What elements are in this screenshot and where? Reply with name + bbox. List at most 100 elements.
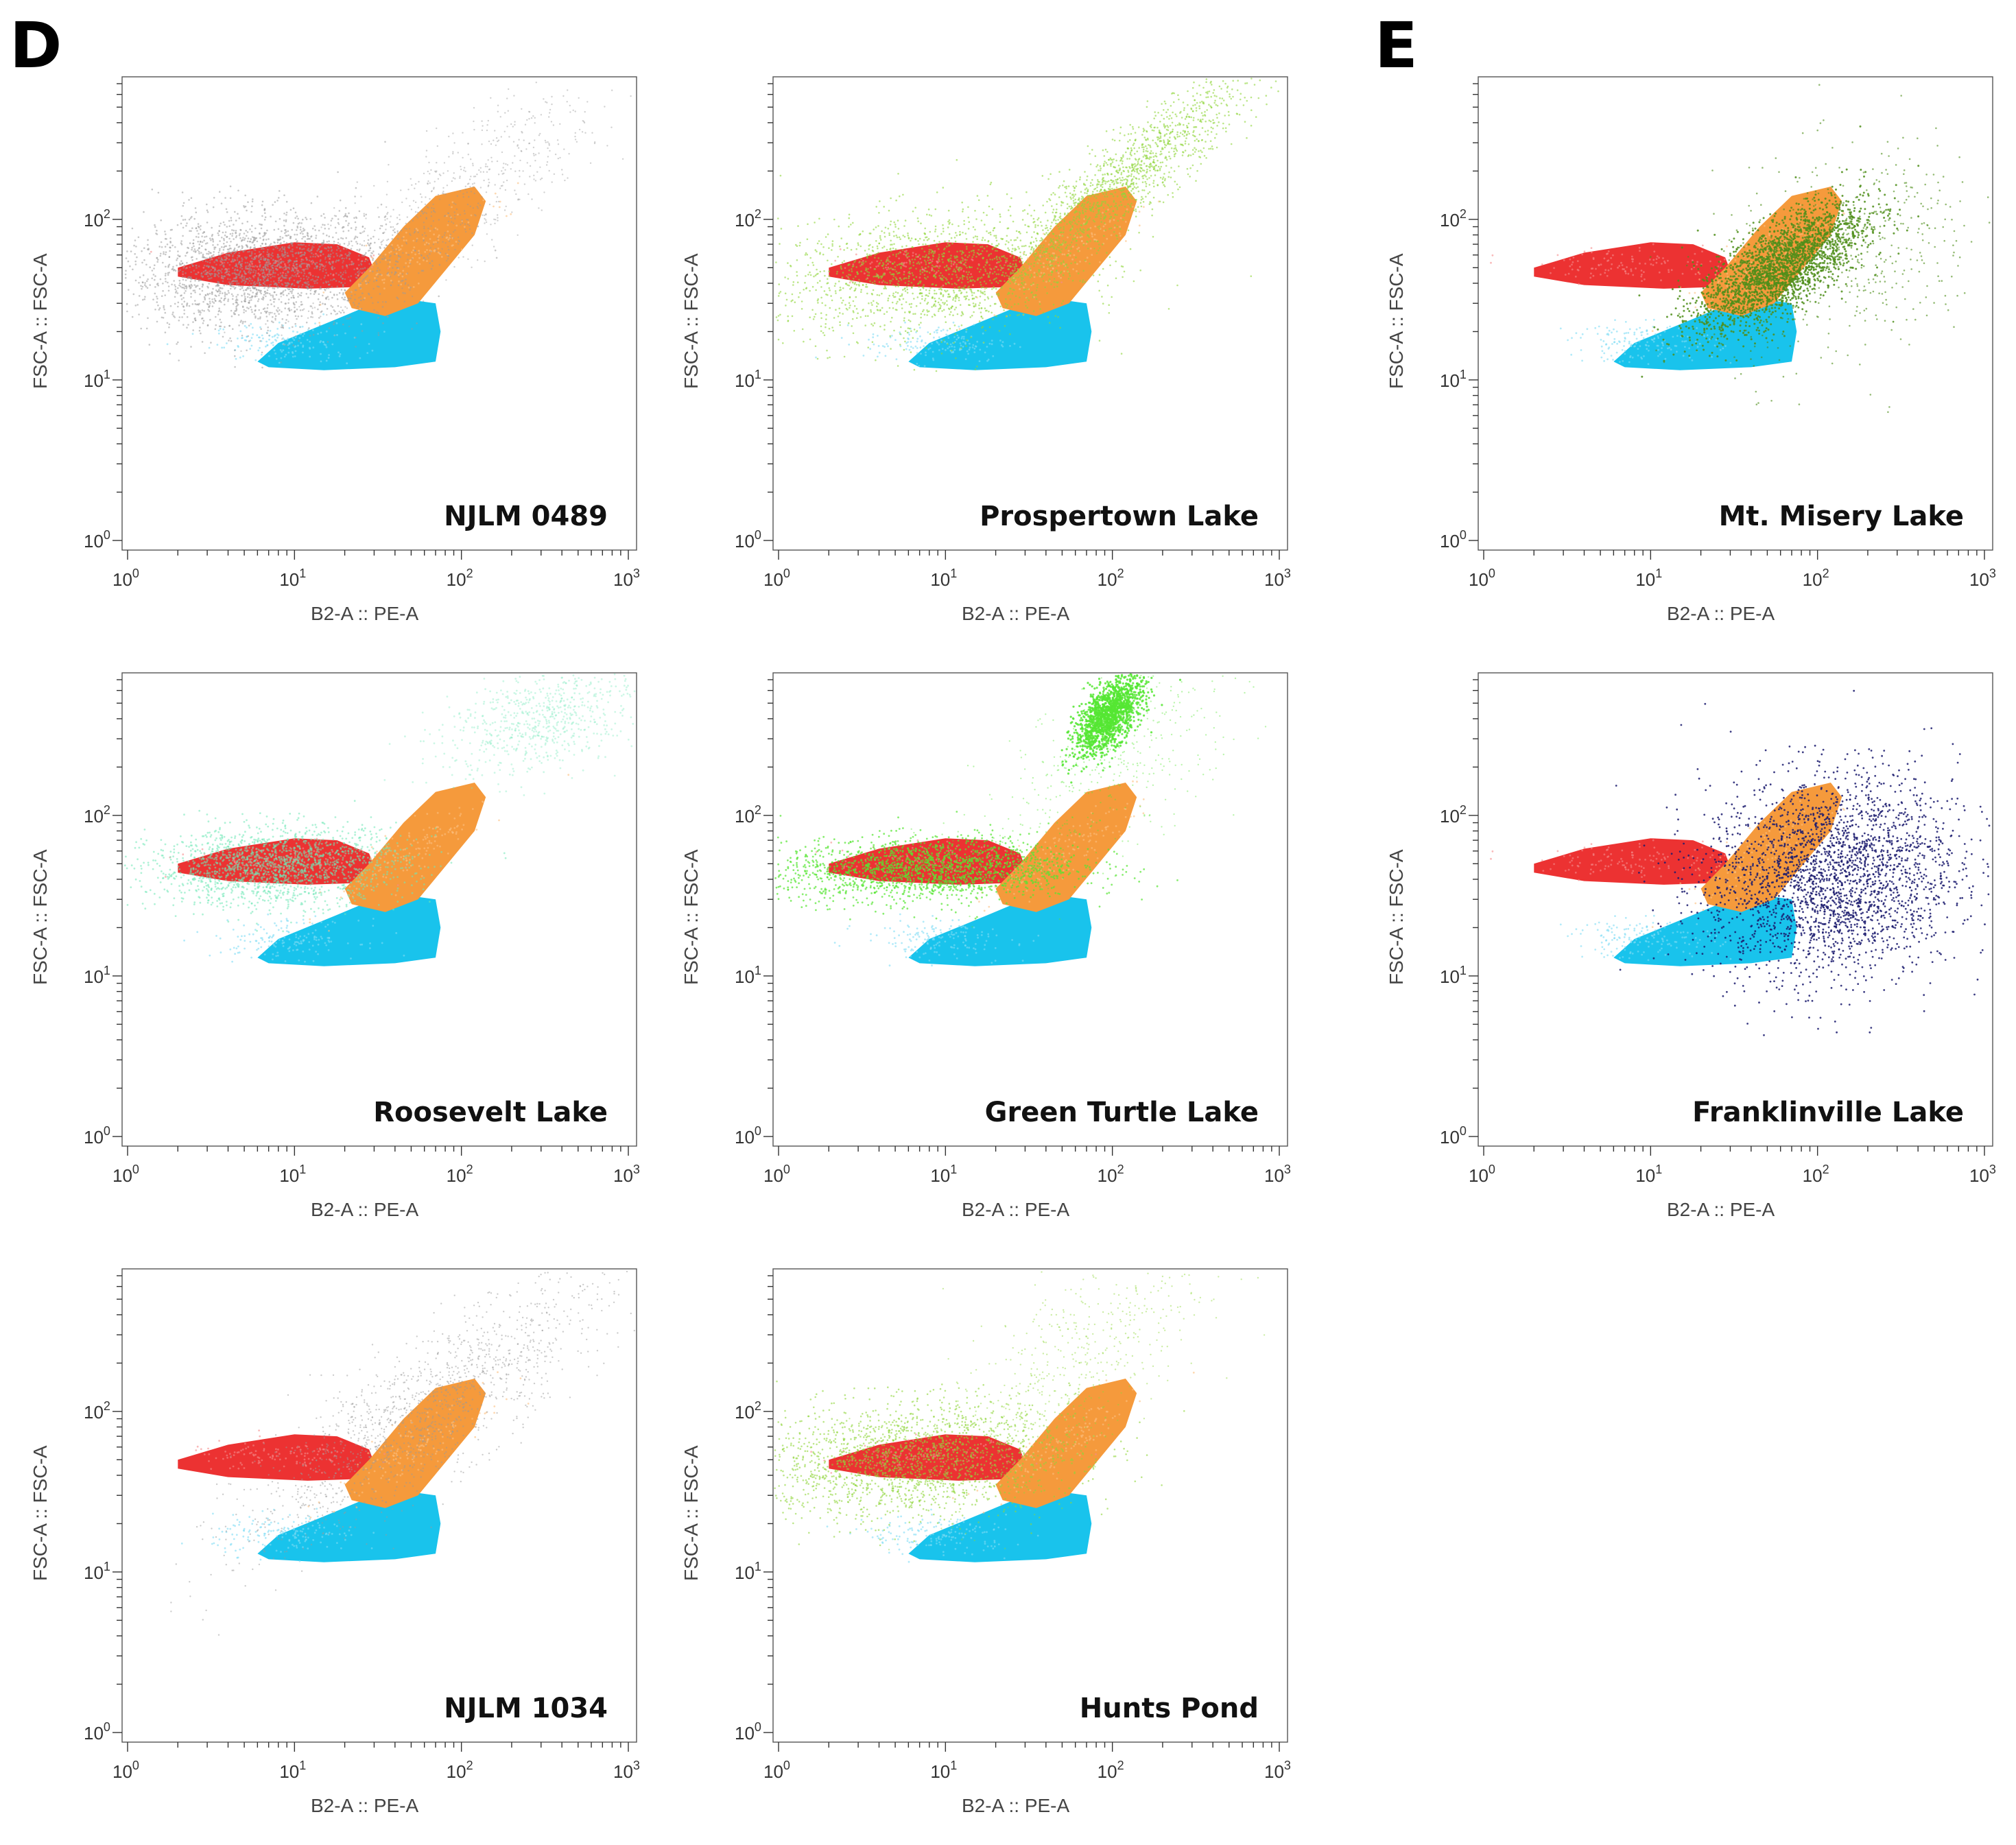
x-tick-label: 100 <box>1469 567 1495 590</box>
sample-population <box>775 78 1279 372</box>
y-axis-label: FSC-A :: FSC-A <box>1386 253 1407 389</box>
cyan-gate <box>1613 298 1797 370</box>
y-tick-label: 101 <box>84 1560 110 1583</box>
x-tick-label: 103 <box>613 1759 640 1782</box>
y-tick-label: 101 <box>84 368 110 391</box>
y-tick-label: 101 <box>735 1560 761 1583</box>
orange-gate <box>995 1379 1137 1508</box>
y-axis-label: FSC-A :: FSC-A <box>29 1445 51 1581</box>
x-tick-label: 103 <box>613 1163 640 1186</box>
red-gate <box>1534 242 1731 289</box>
y-tick-label: 102 <box>1440 803 1467 826</box>
plot-area <box>123 673 636 966</box>
gate-texture <box>1490 800 1845 962</box>
navy-events <box>1615 689 1991 1036</box>
x-tick-label: 100 <box>763 1759 790 1782</box>
x-tick-label: 103 <box>1969 1163 1996 1186</box>
y-axis-label: FSC-A :: FSC-A <box>680 1445 702 1581</box>
y-tick-label: 102 <box>1440 207 1467 230</box>
cyan-gate <box>908 298 1092 370</box>
sample-population <box>1638 84 1991 414</box>
y-tick-label: 101 <box>735 368 761 391</box>
panel-title: NJLM 0489 <box>444 501 608 532</box>
cyan-gate <box>908 1490 1092 1562</box>
sample-population <box>124 82 632 369</box>
x-tick-label: 101 <box>1635 1163 1662 1186</box>
gate-speckle <box>307 1371 530 1519</box>
x-axis-label: B2-A :: PE-A <box>311 1199 418 1220</box>
gate-texture <box>815 200 1160 368</box>
x-tick-label: 102 <box>1098 1163 1124 1186</box>
plot-area <box>124 82 632 370</box>
bright-green-events <box>774 811 1178 920</box>
mint-events <box>383 673 636 796</box>
background-events <box>1490 783 1845 966</box>
y-axis-label: FSC-A :: FSC-A <box>680 253 702 389</box>
y-tick-label: 102 <box>735 803 761 826</box>
x-tick-label: 101 <box>279 1163 306 1186</box>
green-events <box>774 1328 1185 1547</box>
y-axis-label: FSC-A :: FSC-A <box>29 253 51 389</box>
panel-title: Franklinville Lake <box>1692 1097 1964 1128</box>
gate-speckle <box>180 1508 375 1562</box>
green-events <box>923 78 1279 342</box>
y-tick-label: 102 <box>735 1399 761 1423</box>
x-tick-label: 102 <box>1803 567 1829 590</box>
dark-green-events <box>1650 84 1991 414</box>
x-tick-label: 102 <box>1098 567 1124 590</box>
x-tick-label: 100 <box>1469 1163 1495 1186</box>
plot-area <box>1490 84 1991 414</box>
mint-events <box>123 800 507 933</box>
y-tick-label: 100 <box>1440 1124 1467 1147</box>
x-tick-label: 100 <box>112 1163 139 1186</box>
foreground-events <box>123 673 636 933</box>
x-axis-label: B2-A :: PE-A <box>962 1795 1069 1816</box>
x-tick-label: 100 <box>112 567 139 590</box>
red-gate <box>178 242 375 289</box>
x-axis-label: B2-A :: PE-A <box>1667 603 1775 624</box>
figure-label-e: E <box>1375 9 1418 82</box>
y-tick-label: 101 <box>1440 368 1467 391</box>
x-tick-label: 100 <box>112 1759 139 1782</box>
y-tick-label: 100 <box>735 528 761 551</box>
y-tick-label: 102 <box>84 1399 110 1423</box>
x-tick-label: 102 <box>447 567 473 590</box>
x-tick-label: 101 <box>930 1163 957 1186</box>
plot-area <box>1490 689 1991 1036</box>
plot-frame <box>1478 76 1993 551</box>
x-tick-label: 101 <box>279 1759 306 1782</box>
y-tick-label: 101 <box>735 964 761 987</box>
x-tick-label: 101 <box>279 567 306 590</box>
panel-title: Hunts Pond <box>1080 1693 1259 1724</box>
gate-texture <box>180 1371 530 1562</box>
foreground-events <box>1638 84 1991 414</box>
y-tick-label: 102 <box>735 207 761 230</box>
gate-speckle <box>183 913 405 963</box>
foreground-events <box>1615 689 1991 1036</box>
gate-texture <box>165 774 570 963</box>
y-axis-label: FSC-A :: FSC-A <box>29 849 51 985</box>
plot-frame <box>772 1268 1288 1743</box>
sample-population <box>774 1271 1266 1551</box>
sample-population <box>774 673 1267 928</box>
x-tick-label: 101 <box>930 1759 957 1782</box>
gate-speckle <box>951 1371 1195 1514</box>
y-tick-label: 101 <box>1440 964 1467 987</box>
x-axis-label: B2-A :: PE-A <box>311 1795 418 1816</box>
y-tick-label: 100 <box>84 528 110 551</box>
plot-frame <box>772 672 1288 1147</box>
x-axis-label: B2-A :: PE-A <box>962 1199 1069 1220</box>
gate-speckle <box>195 1429 386 1474</box>
